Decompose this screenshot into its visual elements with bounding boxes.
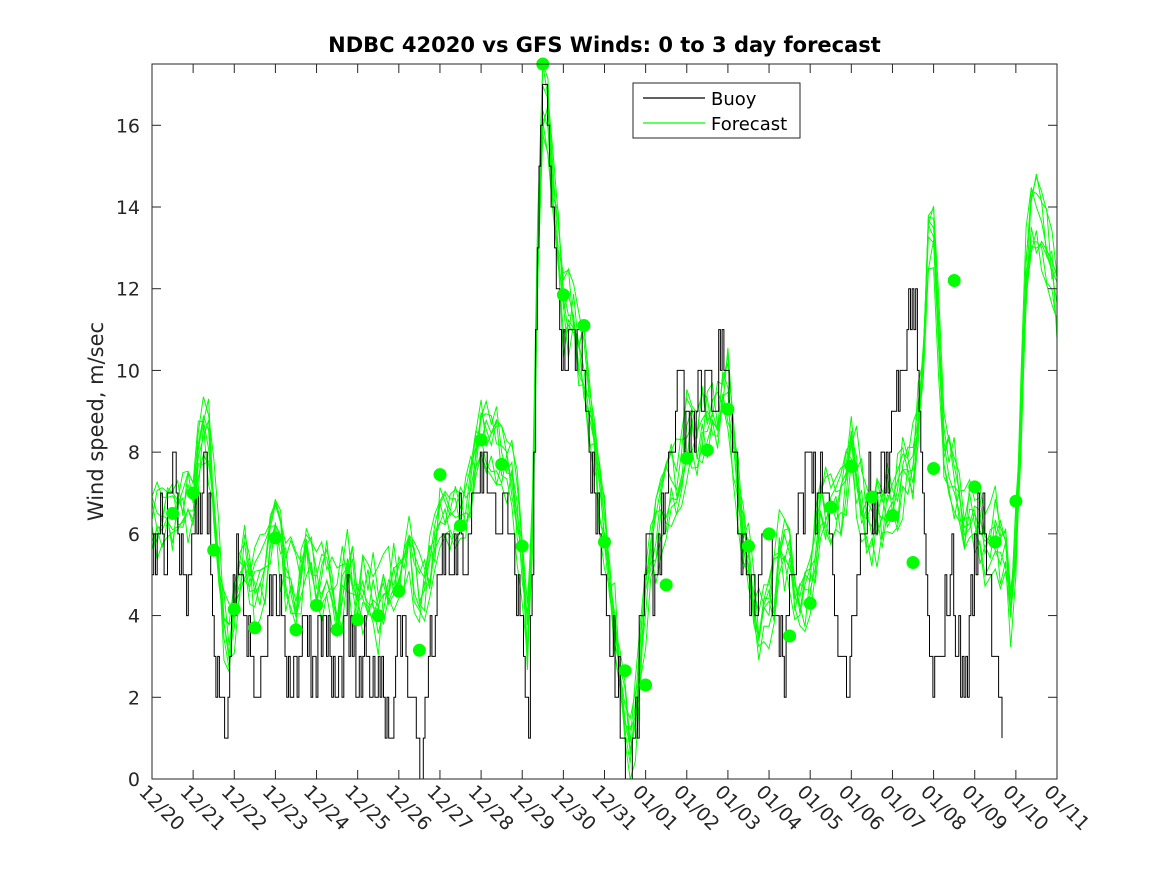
forecast-point: [556, 288, 570, 302]
plot-area: [152, 64, 1057, 779]
legend-box: [632, 82, 801, 139]
chart-title: NDBC 42020 vs GFS Winds: 0 to 3 day fore…: [328, 33, 881, 57]
forecast-point: [577, 319, 591, 332]
forecast-point: [495, 457, 509, 471]
forecast-point: [207, 543, 221, 557]
forecast-series-line: [151, 104, 1058, 721]
forecast-point: [988, 535, 1002, 549]
forecast-point: [268, 531, 282, 545]
y-tick-label: 8: [128, 442, 140, 464]
forecast-point: [618, 664, 632, 678]
forecast-point: [639, 678, 653, 692]
y-tick-label: 16: [116, 115, 140, 137]
forecast-point: [166, 506, 180, 520]
legend: Buoy Forecast: [632, 82, 801, 139]
forecast-point: [659, 578, 673, 592]
y-tick-label: 2: [128, 687, 140, 709]
y-tick-label: 0: [128, 769, 140, 791]
forecast-point: [186, 486, 200, 500]
forecast-point: [803, 596, 817, 610]
forecast-point: [433, 468, 447, 482]
forecast-point: [392, 584, 406, 598]
forecast-point: [289, 623, 303, 637]
forecast-point: [968, 480, 982, 494]
forecast-point: [865, 490, 879, 504]
forecast-point: [474, 433, 488, 447]
forecast-point: [351, 613, 365, 627]
forecast-point: [680, 451, 694, 465]
forecast-point: [598, 535, 611, 549]
forecast-point: [721, 402, 735, 416]
y-tick-label: 10: [116, 360, 140, 382]
y-tick-label: 4: [128, 606, 140, 628]
forecast-point: [412, 643, 426, 657]
forecast-point: [700, 443, 714, 457]
forecast-series-line: [151, 134, 1058, 755]
series-layer: [151, 57, 1058, 780]
forecast-point: [515, 539, 529, 553]
legend-buoy-label: Buoy: [711, 89, 757, 110]
forecast-point: [762, 527, 776, 541]
forecast-point: [906, 556, 920, 569]
forecast-point: [310, 598, 323, 612]
y-tick-label: 12: [116, 279, 140, 301]
forecast-series-line: [151, 63, 1058, 735]
forecast-point: [886, 509, 899, 522]
forecast-point: [947, 274, 961, 287]
legend-forecast-label: Forecast: [711, 114, 787, 135]
forecast-point: [371, 609, 385, 623]
forecast-point: [824, 500, 838, 514]
forecast-point: [454, 519, 467, 533]
forecast-point: [927, 462, 941, 475]
buoy-series-line: [152, 83, 1003, 780]
forecast-point: [783, 629, 797, 643]
forecast-point: [248, 621, 262, 635]
forecast-point: [844, 459, 858, 473]
forecast-point: [1009, 494, 1023, 508]
y-axis-label: Wind speed, m/sec: [84, 322, 108, 521]
forecast-point: [330, 623, 344, 637]
forecast-point: [742, 539, 755, 553]
forecast-point: [227, 602, 241, 616]
y-tick-label: 6: [128, 524, 140, 546]
y-tick-label: 14: [116, 197, 140, 219]
